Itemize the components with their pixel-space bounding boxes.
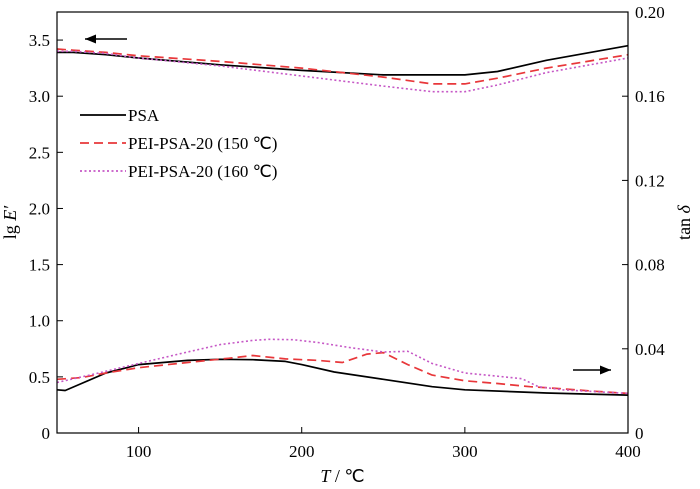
y-right-tick-label: 0.04	[635, 340, 665, 359]
series-line-tan-delta-3	[56, 358, 629, 396]
right-axis-arrow-head	[600, 365, 611, 375]
y-right-tick-label: 0.08	[635, 256, 665, 275]
x-axis-var: T	[320, 466, 332, 486]
y-right-tick-label: 0.16	[635, 87, 665, 106]
x-tick-label: 400	[615, 442, 641, 461]
y-right-prefix: tan	[674, 213, 694, 240]
labels-layer: 100 200 300 40000.51.01.52.02.53.03.500.040…	[29, 3, 666, 461]
y-left-prefix: lg	[0, 221, 20, 240]
x-axis-unit: / ℃	[330, 466, 364, 486]
series-line-tan-delta-4	[56, 351, 629, 395]
y-left-tick-label: 2.0	[29, 199, 50, 218]
y-right-tick-label: 0.12	[635, 171, 665, 190]
legend-label: PEI-PSA-20 (150 ℃)	[128, 134, 277, 153]
series-line-lg-e-1	[56, 48, 629, 85]
legend-label: PEI-PSA-20 (160 ℃)	[128, 162, 277, 181]
legend-label: PSA	[128, 106, 160, 125]
y-left-var: E′	[0, 205, 20, 222]
x-tick-label: 100	[126, 442, 152, 461]
x-axis-title: T / ℃	[320, 466, 364, 486]
series-line-tan-delta-5	[56, 338, 629, 395]
x-tick-label: 200	[289, 442, 315, 461]
series-line-lg-e-2	[57, 50, 629, 93]
series-layer	[56, 44, 629, 396]
legend: PSA PEI-PSA-20 (150 ℃) PEI-PSA-20 (160 ℃)	[80, 106, 277, 181]
series-line-lg-e-0	[57, 44, 629, 76]
y-left-tick-label: 3.5	[29, 31, 50, 50]
y-left-tick-label: 1.0	[29, 312, 50, 331]
y-left-tick-label: 1.5	[29, 256, 50, 275]
left-axis-arrow-head	[85, 34, 96, 44]
y-left-tick-label: 3.0	[29, 87, 50, 106]
y-right-var: δ	[674, 204, 694, 213]
y-left-tick-label: 0.5	[29, 368, 50, 387]
ticks-layer	[57, 11, 629, 434]
y-right-tick-label: 0.20	[635, 3, 665, 22]
y-right-tick-label: 0	[635, 424, 644, 443]
arrows	[85, 34, 611, 375]
y-left-tick-label: 0	[42, 424, 51, 443]
x-tick-label: 300	[452, 442, 478, 461]
y-left-axis-title: lg E′	[0, 205, 20, 240]
y-left-tick-label: 2.5	[29, 143, 50, 162]
plot-frame	[56, 11, 629, 434]
y-right-axis-title: tan δ	[674, 204, 694, 240]
